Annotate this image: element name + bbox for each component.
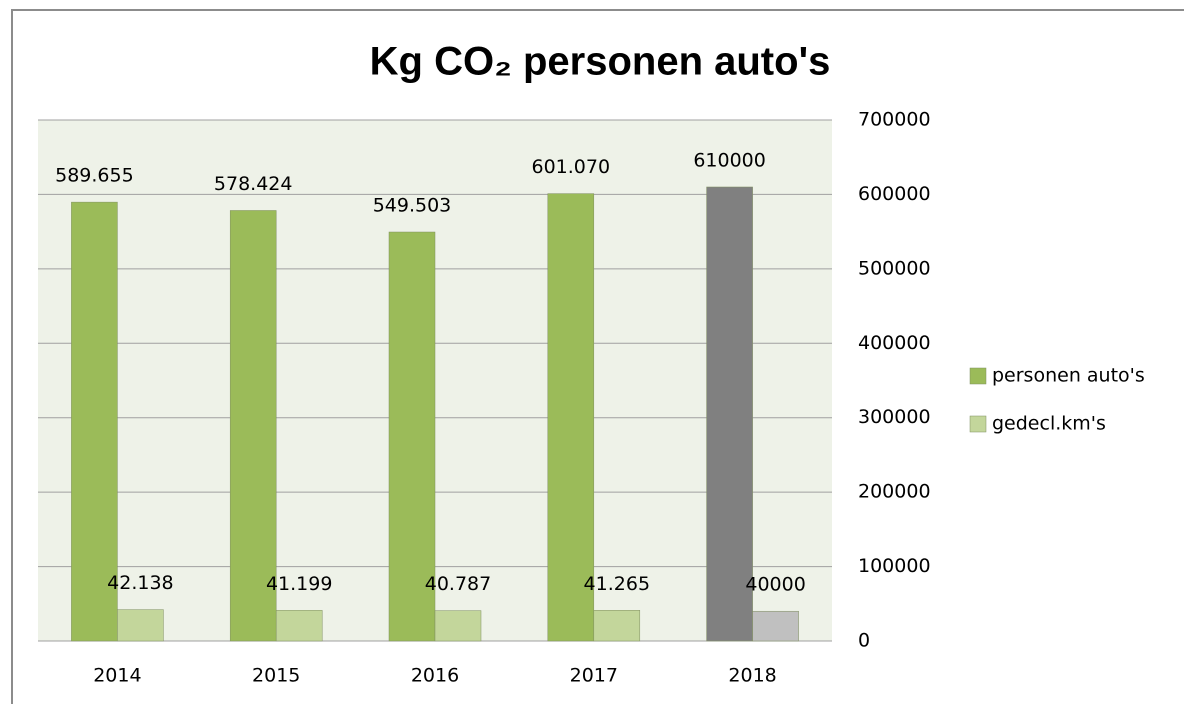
value-label: 41.199 bbox=[266, 573, 332, 595]
y-tick-label: 600000 bbox=[858, 183, 931, 205]
y-tick-label: 300000 bbox=[858, 406, 931, 428]
legend-label: personen auto's bbox=[992, 365, 1145, 387]
value-label: 601.070 bbox=[532, 156, 611, 178]
value-label: 589.655 bbox=[55, 165, 134, 187]
legend-swatch bbox=[969, 367, 987, 385]
bar bbox=[752, 610, 799, 642]
x-tick-label: 2018 bbox=[728, 665, 776, 687]
y-tick-label: 400000 bbox=[858, 332, 931, 354]
x-tick-label: 2016 bbox=[411, 665, 459, 687]
y-tick-label: 700000 bbox=[858, 109, 931, 131]
value-label: 42.138 bbox=[107, 572, 173, 594]
bar bbox=[117, 609, 164, 642]
bar bbox=[388, 231, 436, 642]
bar bbox=[71, 201, 118, 642]
y-tick-label: 0 bbox=[858, 630, 870, 652]
y-tick-label: 200000 bbox=[858, 481, 931, 503]
value-label: 40.787 bbox=[425, 573, 491, 595]
bar bbox=[547, 193, 595, 642]
chart-title: Kg CO₂ personen auto's bbox=[370, 40, 831, 84]
x-tick-label: 2014 bbox=[93, 665, 141, 687]
value-label: 40000 bbox=[745, 574, 805, 596]
bar bbox=[434, 610, 482, 642]
value-label: 41.265 bbox=[584, 573, 650, 595]
value-label: 578.424 bbox=[214, 173, 293, 195]
bar bbox=[706, 186, 753, 642]
legend-label: gedecl.km's bbox=[992, 413, 1106, 435]
bar bbox=[229, 210, 277, 642]
x-tick-label: 2015 bbox=[252, 665, 300, 687]
legend-swatch bbox=[969, 415, 987, 433]
bar bbox=[275, 610, 323, 642]
x-tick-label: 2017 bbox=[570, 665, 618, 687]
y-tick-label: 100000 bbox=[858, 555, 931, 577]
value-label: 549.503 bbox=[373, 195, 452, 217]
value-label: 610000 bbox=[693, 149, 766, 171]
y-tick-label: 500000 bbox=[858, 257, 931, 279]
bar bbox=[593, 610, 641, 642]
